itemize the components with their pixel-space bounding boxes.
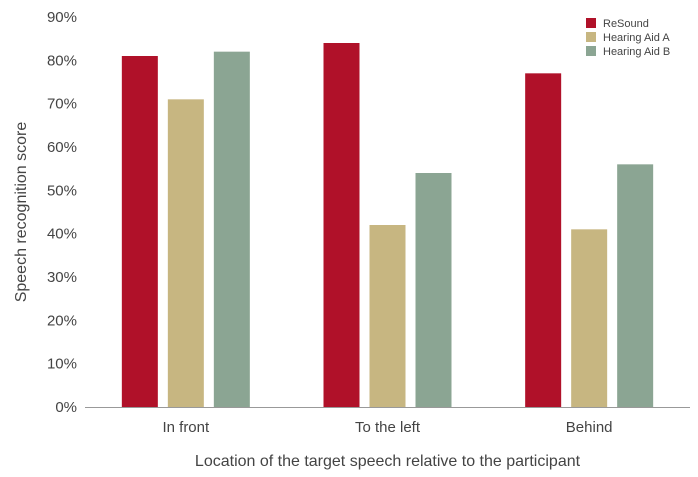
bar-hearing-aid-a [369,225,406,407]
legend-label: ReSound [603,18,649,30]
y-tick-label: 40% [47,226,77,243]
bar-resound [323,43,360,407]
bar-hearing-aid-b [415,173,452,407]
bar-hearing-aid-a [167,99,204,407]
x-tick-label: Behind [566,419,613,436]
x-axis-ticks: In front To the left Behind [162,419,612,436]
legend-swatch [586,32,596,42]
y-tick-label: 30% [47,269,77,286]
x-tick-label: In front [162,419,210,436]
bar-hearing-aid-b [617,164,654,407]
x-axis-title: Location of the target speech relative t… [195,453,581,470]
y-tick-label: 50% [47,182,77,199]
y-tick-label: 0% [55,399,77,416]
y-tick-label: 90% [47,9,77,26]
legend-swatch [586,18,596,28]
bars-group [121,43,654,408]
y-tick-label: 80% [47,52,77,69]
x-tick-label: To the left [355,419,421,436]
bar-resound [525,73,562,407]
y-axis-ticks: 0% 10% 20% 30% 40% 50% 60% 70% 80% 90% [47,9,77,416]
bar-hearing-aid-a [571,229,608,407]
bar-hearing-aid-b [213,51,250,408]
y-tick-label: 60% [47,139,77,156]
bar-resound [121,56,158,407]
y-tick-label: 20% [47,312,77,329]
y-tick-label: 10% [47,356,77,373]
legend: ReSound Hearing Aid A Hearing Aid B [586,18,670,58]
legend-swatch [586,46,596,56]
legend-label: Hearing Aid A [603,32,670,44]
y-axis-title: Speech recognition score [13,122,30,303]
legend-label: Hearing Aid B [603,46,670,58]
y-tick-label: 70% [47,96,77,113]
